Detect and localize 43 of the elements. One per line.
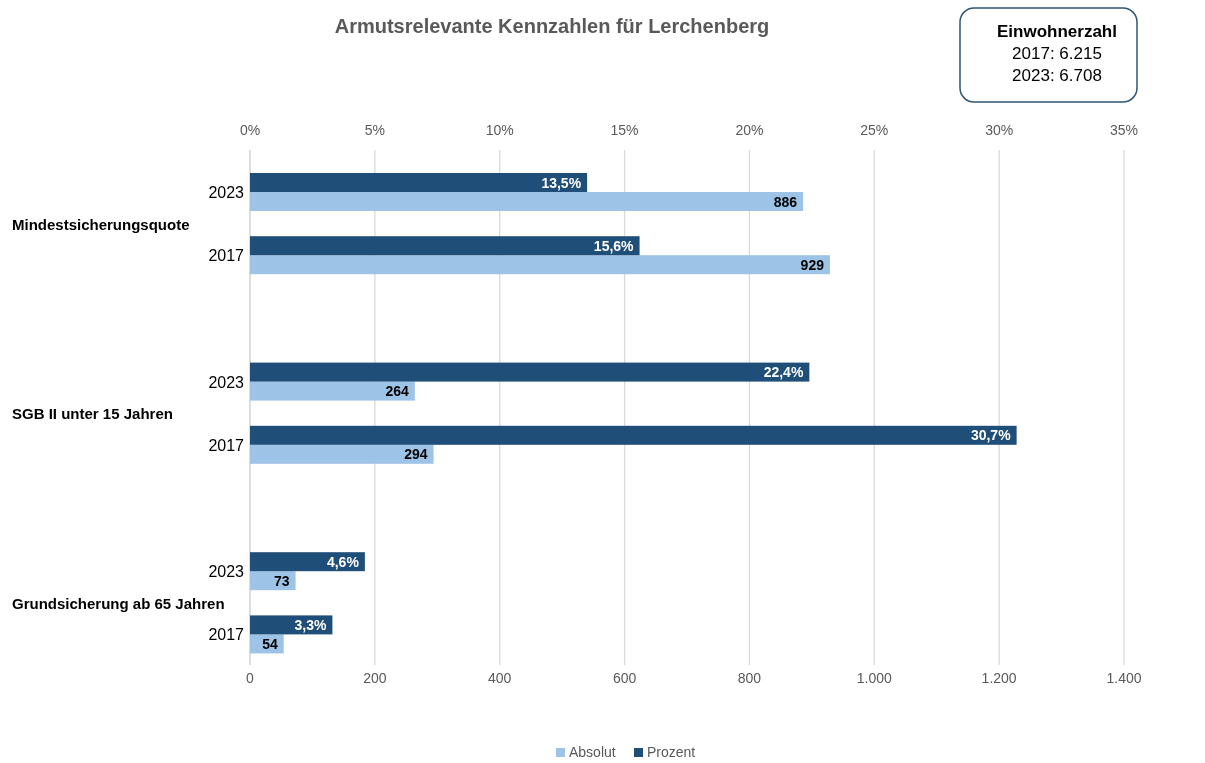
x-tick-label: 200	[363, 670, 387, 686]
data-label: 929	[800, 256, 825, 273]
text: 2023: 6.708	[1012, 66, 1102, 85]
data-label: 13,5%	[541, 174, 582, 191]
text: Grundsicherung ab 65 Jahren	[12, 594, 225, 612]
y-tick-label: 2017	[208, 436, 245, 454]
y-tick-label: 2023	[208, 563, 245, 581]
legend-label: Prozent	[647, 744, 696, 760]
x2-tick-label: 10%	[485, 122, 514, 138]
x-tick-label: 0	[246, 670, 255, 686]
y-tick-label: 2017	[208, 626, 245, 644]
data-label: 30,7%	[970, 427, 1012, 444]
y-tick-label: 2023	[208, 184, 245, 201]
data-label: 22,4%	[763, 364, 804, 381]
text: Einwohnerzahl	[997, 22, 1117, 41]
y-tick-label: 2023	[208, 373, 245, 391]
x2-tick-label: 25%	[860, 122, 889, 138]
legend-label: Absolut	[569, 744, 616, 760]
data-label: 3,3%	[294, 616, 327, 633]
data-label: 264	[385, 383, 410, 400]
text: SGB II unter 15 Jahren	[12, 405, 173, 423]
x-tick-label: 1.200	[981, 670, 1017, 686]
x-tick-label: 400	[488, 670, 512, 686]
data-label: 15,6%	[593, 237, 635, 254]
x2-tick-label: 30%	[985, 122, 1014, 138]
data-label: 54	[262, 635, 278, 652]
data-label: 886	[773, 193, 798, 210]
y-tick-label: 2017	[208, 247, 245, 265]
data-label: 4,6%	[326, 553, 360, 570]
x-tick-label: 1.400	[1106, 670, 1142, 686]
text: Mindestsicherungsquote	[12, 215, 190, 233]
x2-tick-label: 5%	[364, 122, 385, 138]
x2-tick-label: 35%	[1109, 122, 1139, 138]
x2-tick-label: 20%	[735, 122, 764, 138]
text: 2017: 6.215	[1012, 44, 1102, 63]
x-tick-label: 800	[737, 670, 762, 686]
x2-tick-label: 0%	[239, 122, 261, 138]
chart-title: Armutsrelevante Kennzahlen für Lerchenberg	[334, 15, 770, 37]
x-tick-label: 1.000	[856, 670, 893, 686]
data-label: 73	[273, 572, 290, 589]
x-tick-label: 600	[612, 670, 637, 686]
x2-tick-label: 15%	[610, 122, 639, 138]
data-label: 294	[404, 446, 428, 463]
